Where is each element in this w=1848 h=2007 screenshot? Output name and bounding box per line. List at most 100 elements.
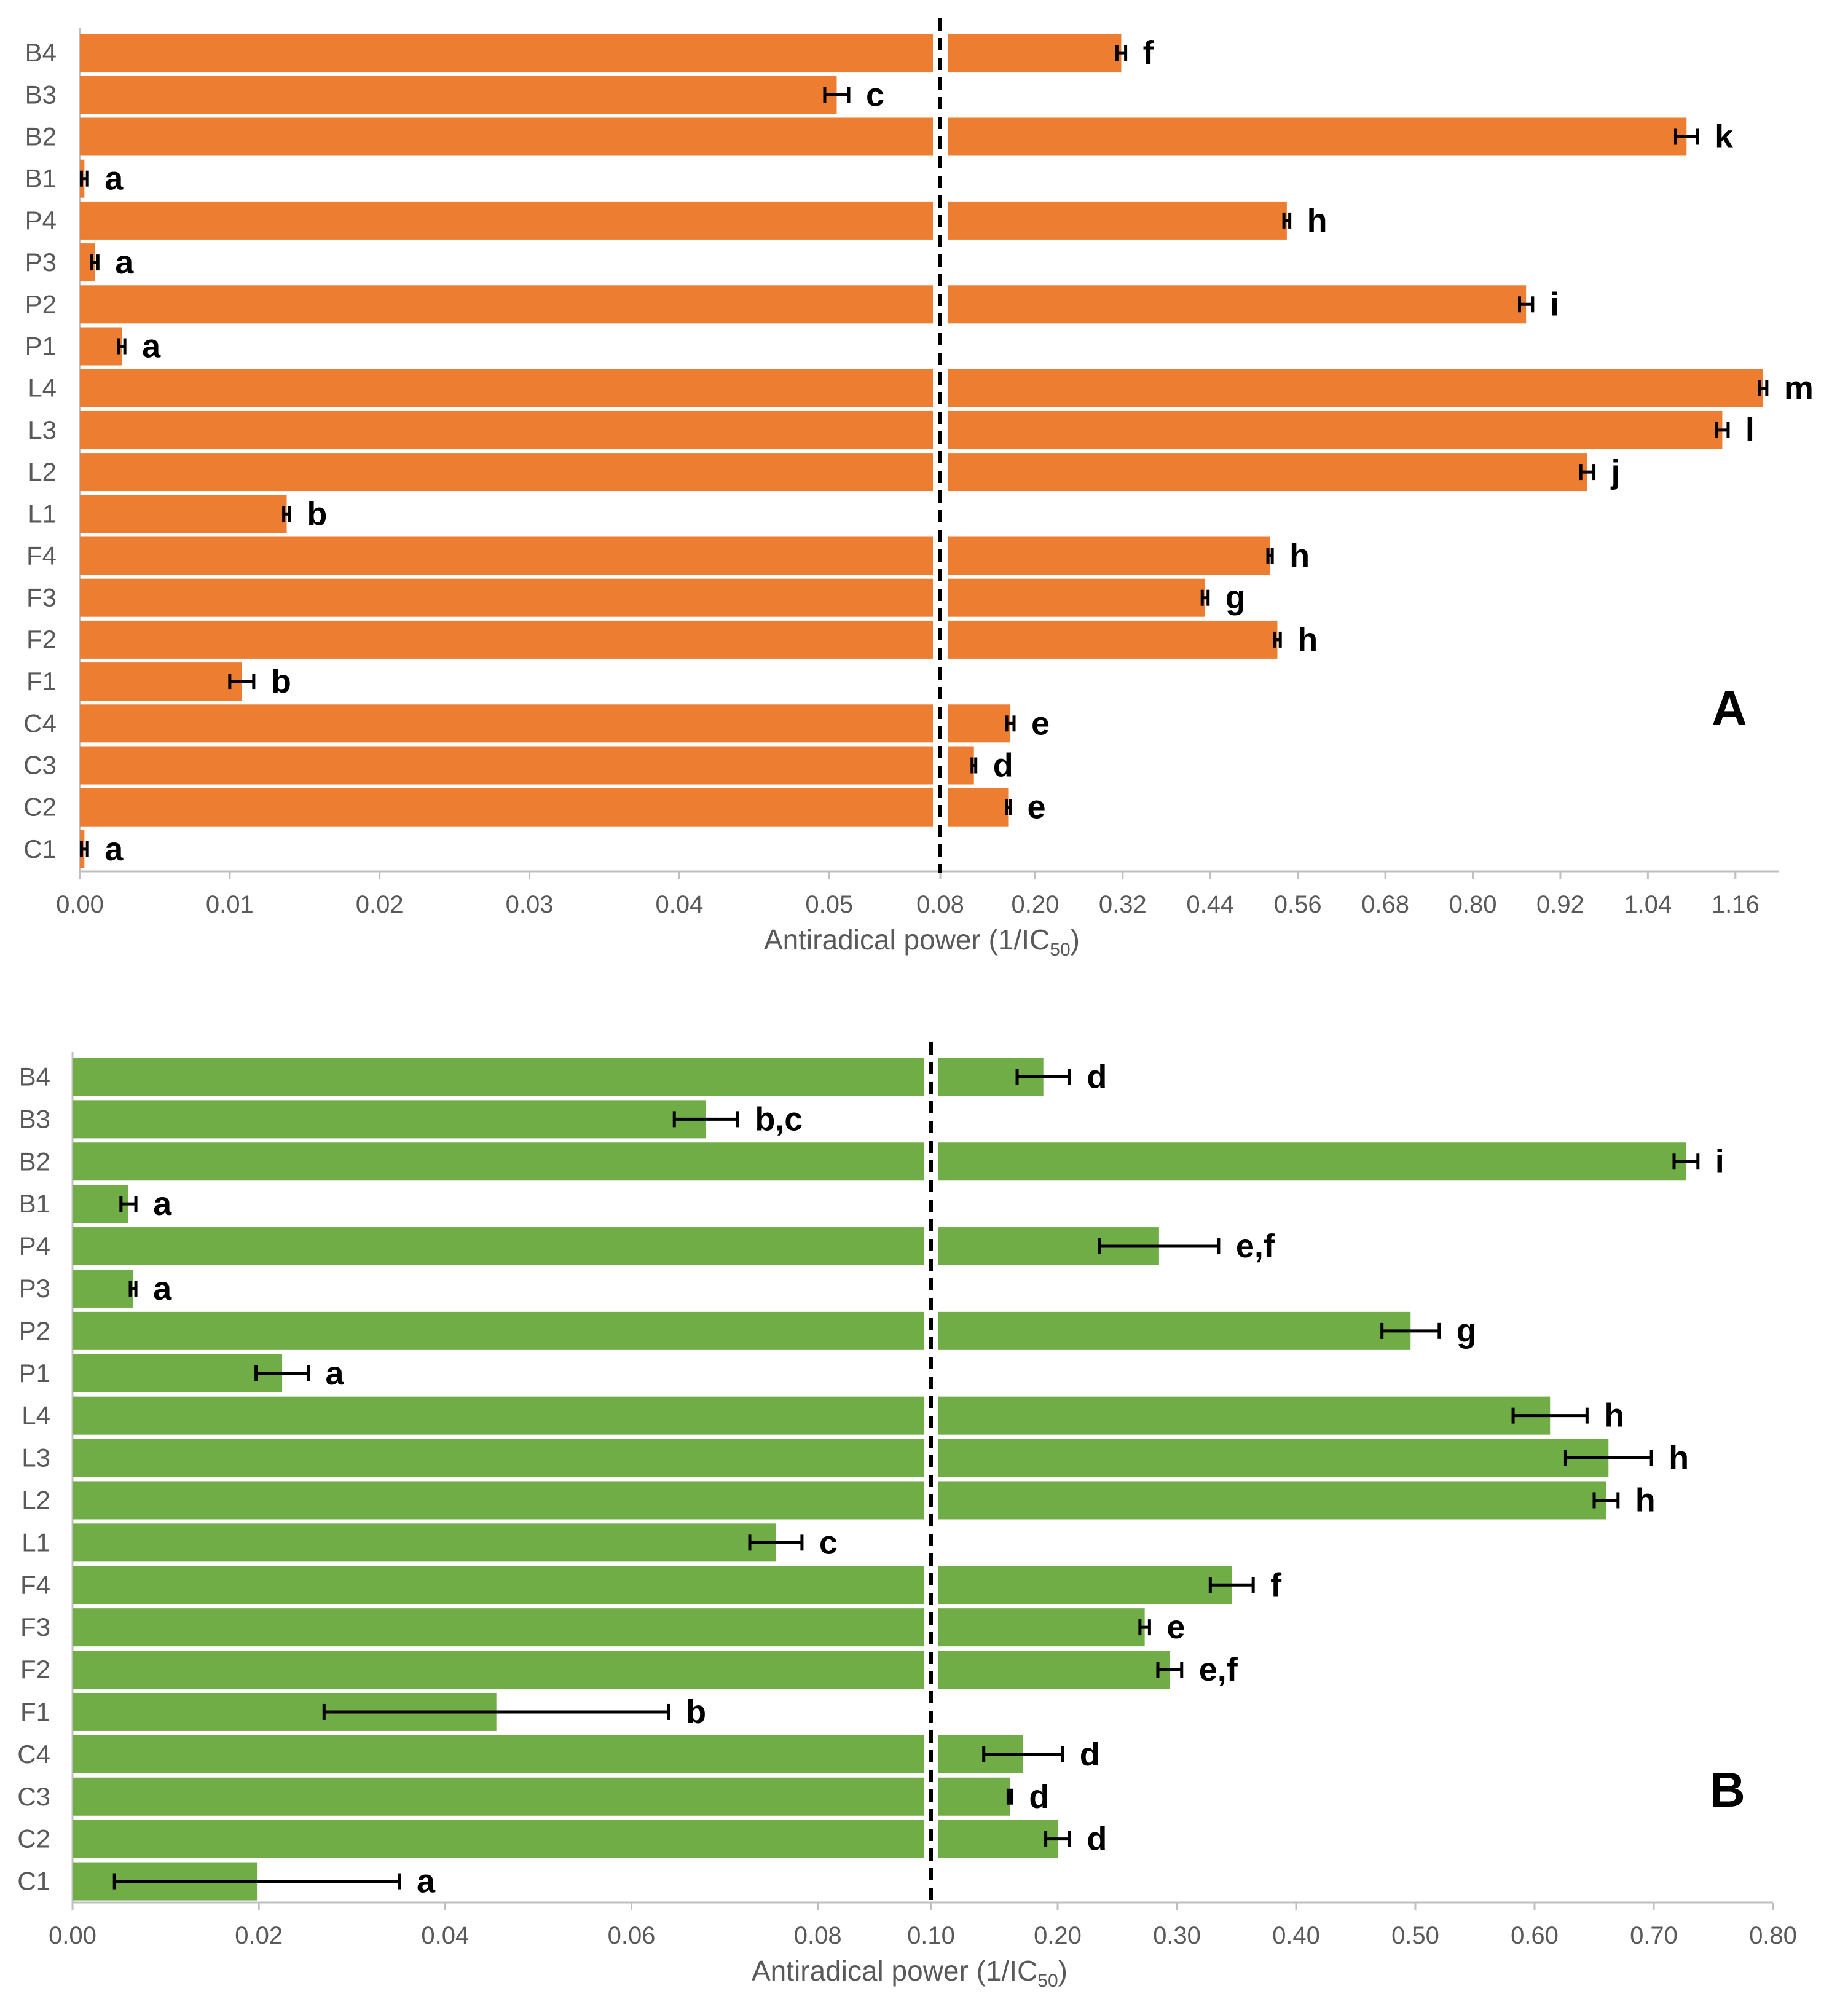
x-tick-label: 0.00 [49,1922,96,1949]
x-tick-label: 0.20 [1034,1922,1082,1949]
x-tick-label: 0.10 [907,1922,955,1949]
category-label: C2 [23,793,57,822]
bar [938,1608,1145,1647]
significance-label: a [142,328,161,365]
x-tick-label: 0.80 [1749,1922,1797,1949]
significance-label: l [1745,412,1755,449]
x-tick-label: 0.04 [656,891,704,918]
significance-label: g [1457,1313,1477,1349]
category-label: C2 [17,1824,50,1853]
significance-label: a [115,244,134,281]
significance-label: k [1715,119,1734,155]
bar-left-segment [80,410,933,449]
bar [948,536,1270,575]
bar [73,1185,128,1223]
significance-label: j [1611,454,1621,490]
significance-label: i [1550,286,1559,323]
category-label: P2 [19,1316,50,1345]
bar [948,746,974,785]
significance-label: a [104,831,124,868]
x-tick-label: 0.44 [1186,891,1234,918]
x-tick-label: 0.92 [1536,891,1584,918]
x-tick-label: 0.56 [1274,891,1322,918]
significance-label: b,c [755,1101,803,1137]
category-label: L2 [22,1485,50,1514]
x-tick-label: 0.03 [506,891,554,918]
significance-label: b [307,495,327,532]
bar [938,1566,1232,1604]
bar [948,453,1587,492]
category-label: F2 [26,625,57,654]
category-label: P4 [19,1231,50,1260]
category-label: F4 [26,541,57,570]
bar-left-segment [80,536,933,575]
significance-label: e [1031,705,1050,742]
significance-label: a [417,1863,436,1900]
bar-left-segment [80,578,933,617]
category-label: C4 [17,1740,50,1769]
x-tick-label: 0.08 [916,891,964,918]
category-label: L2 [28,457,57,486]
category-label: L3 [28,415,57,444]
bar-left-segment [73,1439,924,1477]
panel-a-chart: 0.00 0.01 0.02 0.03 0.04 0.05 0.08 0.20 0.32 0.44… [23,18,1814,960]
bar [938,1820,1058,1858]
significance-label: a [153,1270,172,1307]
x-axis-title-end: ) [1058,1955,1068,1987]
significance-label: e [1028,789,1046,826]
x-tick-label: 0.80 [1449,891,1497,918]
category-label: C4 [23,709,57,737]
x-axis-title: Antiradical power (1/IC50) [752,1955,1068,1991]
bar-left-segment [80,34,933,73]
category-label: F3 [26,583,57,612]
significance-label: c [866,76,884,113]
category-label: F3 [20,1612,50,1641]
x-tick-label: 0.60 [1511,1922,1559,1949]
significance-label: e,f [1199,1651,1238,1688]
bar-left-segment [80,117,933,156]
category-label: B4 [25,38,57,67]
category-label: B2 [19,1147,50,1176]
x-tick-label: 0.68 [1361,891,1409,918]
category-label: C3 [17,1782,50,1811]
panel-b-chart: 0.00 0.02 0.04 0.06 0.08 0.10 0.20 0.30 0.40 0.50… [17,1042,1797,1991]
significance-label: d [993,747,1013,784]
bar-left-segment [80,453,933,492]
bar-left-segment [73,1608,924,1647]
bar [938,1651,1170,1689]
bar [938,1142,1686,1181]
x-tick-label: 0.02 [235,1922,283,1949]
significance-label: a [326,1355,345,1392]
category-label: L4 [28,374,57,403]
bar [948,578,1205,617]
bar [938,1396,1551,1435]
bar [80,495,287,533]
bar [948,704,1011,743]
bar [73,1269,133,1308]
category-label: B2 [25,122,57,151]
category-label: C1 [23,835,57,863]
bar [948,369,1763,407]
significance-label: e [1166,1609,1185,1646]
x-tick-label: 0.20 [1011,891,1059,918]
x-tick-label: 0.02 [356,891,404,918]
bar-left-segment [80,201,933,240]
bar-left-segment [73,1820,924,1858]
category-label: F1 [20,1697,50,1726]
category-label: B3 [25,80,57,109]
category-label: L3 [22,1443,50,1472]
significance-label: h [1635,1482,1656,1518]
x-axis-title-text: Antiradical power (1/IC [764,924,1050,956]
bar [948,201,1287,240]
x-tick-label: 0.08 [794,1922,842,1949]
significance-label: c [819,1524,838,1561]
significance-label: i [1715,1143,1724,1180]
bar [80,327,122,366]
category-label: F1 [26,667,57,696]
bar [73,1523,776,1562]
category-label: C3 [23,751,57,780]
bar-left-segment [73,1227,924,1266]
bar-left-segment [73,1651,924,1689]
bar-left-segment [80,788,933,827]
